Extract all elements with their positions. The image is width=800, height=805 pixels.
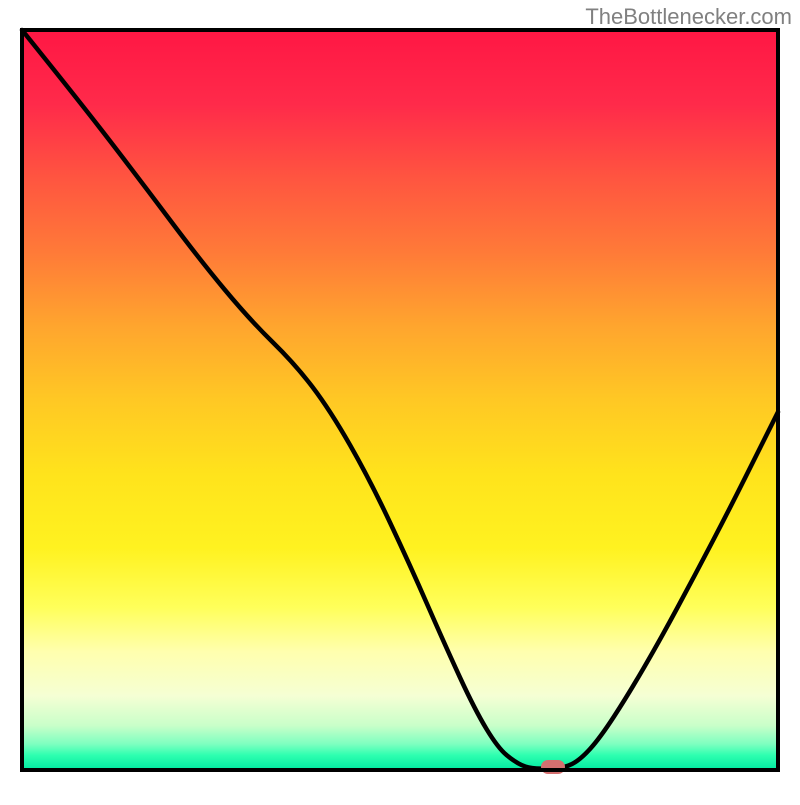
gradient-background bbox=[22, 30, 778, 770]
watermark-text: TheBottlenecker.com bbox=[585, 4, 792, 30]
bottleneck-chart bbox=[0, 0, 800, 800]
chart-svg bbox=[0, 0, 800, 800]
